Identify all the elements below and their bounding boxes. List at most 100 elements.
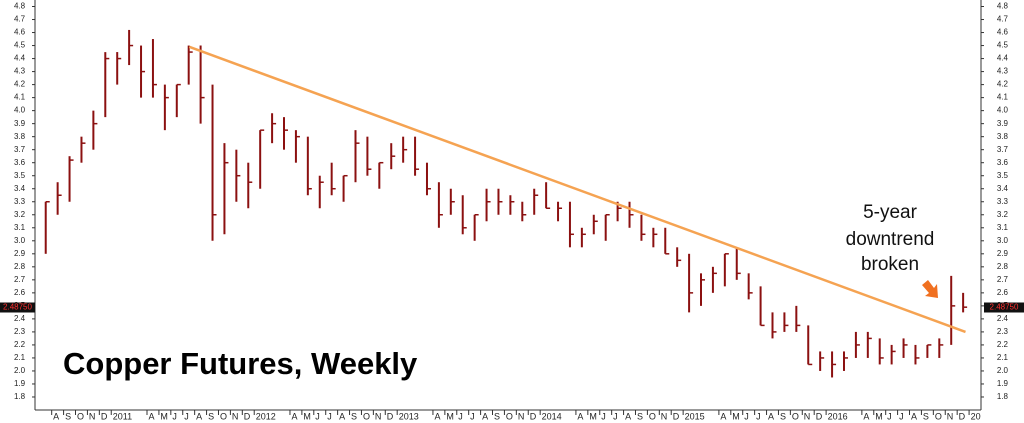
y-tick-label: 3.3 <box>997 197 1009 206</box>
x-tick-label: D <box>673 411 680 421</box>
y-tick-label: 1.9 <box>14 379 26 388</box>
x-tick-label: A <box>863 411 869 421</box>
y-tick-label: 3.8 <box>997 132 1009 141</box>
x-tick-label: A <box>577 411 583 421</box>
annotation: 5-year <box>863 202 918 223</box>
x-tick-label: J <box>184 411 189 421</box>
chart-title: Copper Futures, Weekly <box>63 346 418 381</box>
x-tick-label: S <box>637 411 643 421</box>
y-tick-label: 4.7 <box>997 15 1009 24</box>
y-tick-label: 4.8 <box>14 2 26 11</box>
y-tick-label: 4.6 <box>14 28 26 37</box>
x-tick-label: 2015 <box>685 411 705 421</box>
y-tick-label: 3.9 <box>997 119 1009 128</box>
x-tick-label: 2016 <box>828 411 848 421</box>
x-tick-label: M <box>875 411 883 421</box>
y-tick-label: 2.8 <box>997 262 1009 271</box>
y-tick-label: 3.5 <box>14 171 26 180</box>
y-tick-label: 2.6 <box>997 288 1009 297</box>
x-tick-label: A <box>434 411 440 421</box>
y-tick-label: 4.5 <box>14 41 26 50</box>
last-price-label: 2.48750 <box>990 303 1019 312</box>
x-tick-label: O <box>363 411 370 421</box>
x-tick-label: J <box>470 411 475 421</box>
y-tick-label: 3.1 <box>997 223 1009 232</box>
x-tick-label: N <box>947 411 954 421</box>
y-tick-label: 3.3 <box>14 197 26 206</box>
x-tick-label: 20 <box>971 411 981 421</box>
x-tick-label: S <box>208 411 214 421</box>
y-tick-label: 4.8 <box>997 2 1009 11</box>
y-tick-label: 2.2 <box>14 340 26 349</box>
y-tick-label: 2.0 <box>14 366 26 375</box>
y-tick-label: 3.8 <box>14 132 26 141</box>
x-tick-label: O <box>220 411 227 421</box>
x-tick-label: D <box>816 411 823 421</box>
x-tick-label: O <box>77 411 84 421</box>
x-tick-label: S <box>780 411 786 421</box>
y-tick-label: 3.2 <box>14 210 26 219</box>
x-tick-label: A <box>768 411 774 421</box>
x-tick-label: 2013 <box>399 411 419 421</box>
y-tick-label: 2.6 <box>14 288 26 297</box>
y-tick-label: 2.3 <box>997 327 1009 336</box>
x-tick-label: S <box>65 411 71 421</box>
x-tick-label: J <box>315 411 320 421</box>
y-tick-label: 2.9 <box>997 249 1009 258</box>
x-tick-label: A <box>196 411 202 421</box>
x-tick-label: N <box>232 411 239 421</box>
x-tick-label: M <box>589 411 597 421</box>
x-tick-label: O <box>792 411 799 421</box>
y-tick-label: 4.0 <box>997 106 1009 115</box>
x-tick-label: J <box>613 411 618 421</box>
y-tick-label: 4.1 <box>14 93 26 102</box>
y-tick-label: 4.5 <box>997 41 1009 50</box>
trendline <box>188 45 966 334</box>
y-tick-label: 4.3 <box>14 67 26 76</box>
y-tick-label: 4.7 <box>14 15 26 24</box>
x-tick-label: A <box>625 411 631 421</box>
y-tick-label: 2.0 <box>997 366 1009 375</box>
y-tick-label: 3.7 <box>997 145 1009 154</box>
x-tick-label: S <box>351 411 357 421</box>
y-tick-label: 3.4 <box>997 184 1009 193</box>
y-tick-label: 3.5 <box>997 171 1009 180</box>
x-tick-label: O <box>935 411 942 421</box>
x-tick-label: D <box>387 411 394 421</box>
annotation: downtrend <box>846 229 935 250</box>
y-tick-label: 4.3 <box>997 67 1009 76</box>
y-tick-label: 4.2 <box>997 80 1009 89</box>
x-tick-label: M <box>446 411 454 421</box>
x-tick-label: J <box>172 411 177 421</box>
x-tick-label: O <box>506 411 513 421</box>
x-tick-label: J <box>458 411 463 421</box>
x-tick-label: D <box>959 411 966 421</box>
x-tick-label: N <box>375 411 382 421</box>
x-tick-label: S <box>923 411 929 421</box>
y-tick-label: 2.3 <box>14 327 26 336</box>
y-tick-label: 3.0 <box>14 236 26 245</box>
y-tick-label: 4.4 <box>997 54 1009 63</box>
x-tick-label: J <box>756 411 761 421</box>
y-tick-label: 4.2 <box>14 80 26 89</box>
last-price-box <box>984 302 1024 313</box>
x-tick-label: A <box>53 411 59 421</box>
y-tick-label: 3.6 <box>14 158 26 167</box>
x-tick-label: O <box>649 411 656 421</box>
x-tick-label: A <box>291 411 297 421</box>
y-tick-label: 3.6 <box>997 158 1009 167</box>
x-tick-label: 2011 <box>113 411 132 421</box>
annotation: broken <box>861 254 919 275</box>
y-tick-label: 2.8 <box>14 262 26 271</box>
x-tick-label: N <box>89 411 96 421</box>
x-tick-label: J <box>601 411 606 421</box>
y-tick-label: 2.9 <box>14 249 26 258</box>
x-tick-label: 2014 <box>542 411 562 421</box>
x-tick-label: N <box>518 411 525 421</box>
x-tick-label: A <box>720 411 726 421</box>
x-tick-label: A <box>339 411 345 421</box>
last-price-label: 2.48750 <box>3 303 32 312</box>
y-tick-label: 4.1 <box>997 93 1009 102</box>
y-tick-label: 4.0 <box>14 106 26 115</box>
